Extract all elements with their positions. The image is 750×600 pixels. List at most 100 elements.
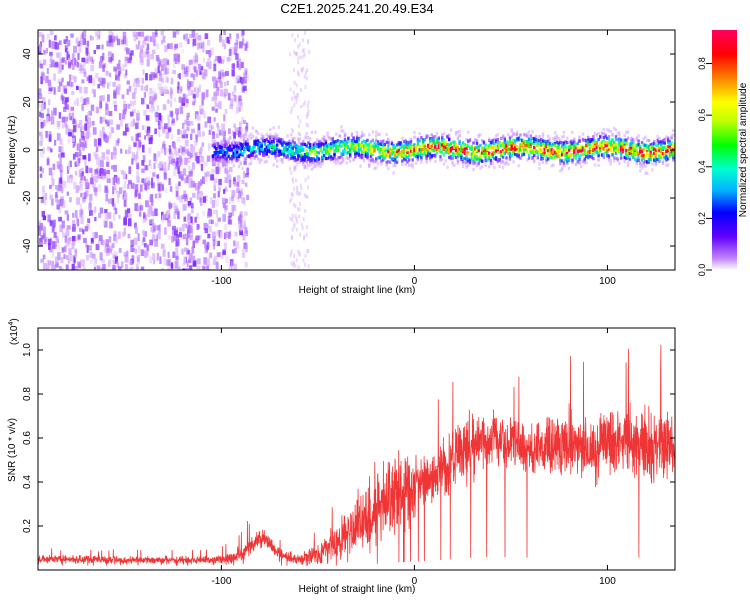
signal-cell [442, 142, 446, 146]
signal-cell [399, 142, 402, 146]
noise-cell [215, 80, 218, 88]
noise-cell [245, 126, 249, 132]
signal-cell [569, 154, 572, 158]
noise-cell [223, 30, 226, 36]
noise-cell [75, 217, 79, 225]
noise-cell [102, 132, 106, 139]
noise-cell [88, 132, 91, 138]
signal-cell [642, 161, 645, 165]
signal-cell [387, 141, 390, 145]
noise-cell [219, 89, 224, 97]
colorbar-tick-label: 0.4 [697, 161, 707, 174]
signal-cell [507, 147, 510, 151]
noise-cell [122, 109, 127, 115]
signal-cell [256, 146, 260, 150]
signal-cell [428, 137, 432, 141]
signal-cell [420, 148, 423, 152]
signal-cell [281, 138, 284, 142]
noise-cell [174, 146, 177, 155]
signal-cell [562, 164, 566, 168]
noise-cell [39, 111, 42, 117]
noise-cell [205, 50, 210, 55]
signal-cell [307, 157, 310, 161]
signal-cell [526, 146, 529, 150]
signal-cell [534, 140, 538, 144]
noise-cell [56, 187, 59, 192]
noise-cell [78, 86, 83, 93]
noise-cell [202, 45, 205, 53]
noise-cell [154, 238, 158, 247]
signal-cell [581, 132, 585, 136]
signal-cell [654, 162, 658, 166]
signal-cell [324, 144, 328, 148]
noise-cell [42, 147, 45, 154]
signal-cell [557, 155, 560, 159]
noise-cell [190, 81, 194, 86]
signal-cell [613, 147, 616, 151]
noise-cell [122, 194, 126, 200]
signal-cell [451, 146, 454, 151]
noise-cell [228, 219, 233, 225]
noise-cell [72, 153, 76, 160]
signal-cell [517, 153, 520, 157]
signal-cell [361, 156, 364, 160]
signal-cell [533, 139, 536, 143]
noise-cell [142, 237, 146, 242]
noise-cell [85, 47, 89, 54]
signal-cell [580, 165, 583, 169]
noise-cell [136, 32, 139, 40]
signal-cell [336, 156, 340, 160]
signal-cell [404, 162, 407, 166]
signal-cell [541, 156, 545, 161]
noise-cell [192, 192, 196, 198]
signal-cell [602, 132, 605, 136]
noise-cell [197, 115, 201, 121]
signal-cell [618, 141, 621, 145]
signal-cell [227, 145, 230, 149]
noise-cell [183, 190, 187, 197]
signal-cell [413, 152, 416, 156]
signal-cell [588, 146, 592, 150]
signal-cell [321, 137, 324, 141]
signal-cell [618, 133, 621, 137]
signal-cell [512, 150, 515, 154]
signal-cell [232, 144, 235, 148]
noise-cell [183, 197, 187, 203]
noise-cell [120, 170, 125, 175]
signal-cell [449, 149, 453, 153]
faint-band-cell [293, 167, 296, 172]
noise-cell [152, 95, 156, 101]
noise-cell [152, 32, 155, 40]
noise-cell [121, 39, 124, 45]
noise-cell [245, 244, 248, 253]
signal-cell [331, 157, 334, 161]
signal-cell [277, 138, 281, 142]
noise-cell [40, 196, 45, 204]
snr-xlabel: Height of straight line (km) [299, 584, 416, 595]
signal-cell [357, 138, 361, 142]
noise-cell [169, 186, 173, 192]
noise-cell [205, 89, 209, 98]
signal-cell [225, 157, 228, 161]
noise-cell [84, 123, 88, 131]
signal-cell [460, 144, 463, 148]
signal-cell [270, 135, 274, 139]
signal-cell [639, 164, 642, 168]
noise-cell [143, 92, 147, 98]
signal-cell [279, 158, 282, 162]
snr-ytick-label: 0.6 [22, 431, 33, 445]
signal-cell [283, 150, 286, 154]
noise-cell [203, 161, 208, 167]
signal-cell [458, 150, 461, 154]
signal-cell [467, 152, 470, 156]
noise-cell [243, 85, 247, 91]
noise-cell [144, 39, 147, 45]
signal-cell [639, 161, 642, 165]
noise-cell [128, 145, 132, 151]
noise-cell [222, 213, 226, 222]
noise-cell [48, 242, 51, 250]
noise-cell [126, 88, 129, 95]
noise-cell [224, 186, 227, 191]
signal-cell [361, 143, 364, 148]
noise-cell [146, 58, 150, 67]
